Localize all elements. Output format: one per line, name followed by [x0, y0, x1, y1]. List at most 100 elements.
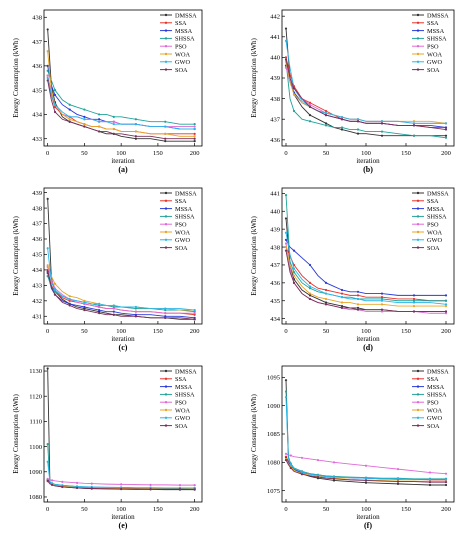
data-point [50, 483, 54, 486]
y-tick-label: 434 [32, 267, 43, 274]
data-point [412, 297, 416, 301]
data-point [149, 483, 152, 486]
legend-label: SSA [175, 20, 187, 27]
data-point [300, 456, 304, 459]
y-tick-label: 439 [270, 75, 280, 82]
legend-marker [416, 238, 420, 241]
chart-panel-c: 0 50 100 150 200 431 432 433 434 435 436 437 438 439 i… [12, 187, 203, 352]
data-point [316, 475, 320, 479]
data-point [292, 274, 296, 277]
data-point [193, 312, 196, 315]
legend-marker [416, 408, 420, 412]
data-point [53, 103, 57, 106]
legend-label: SSA [175, 198, 187, 205]
legend-marker [164, 424, 168, 427]
data-point [292, 271, 296, 274]
legend-marker [164, 191, 168, 195]
data-point [83, 123, 86, 126]
data-point [193, 313, 196, 316]
panel-label: (a) [118, 165, 128, 174]
data-point [412, 305, 416, 308]
data-point [308, 285, 312, 288]
data-point [412, 299, 416, 302]
data-point [46, 79, 49, 82]
data-point [53, 93, 57, 97]
data-point [134, 315, 137, 318]
legend-marker [164, 416, 168, 419]
data-point [428, 481, 432, 484]
data-point [193, 310, 196, 313]
data-point [68, 103, 71, 106]
data-point [112, 313, 115, 316]
data-point [324, 109, 328, 113]
data-point [332, 477, 336, 480]
data-point [356, 308, 360, 311]
data-point [380, 296, 384, 299]
data-point [380, 134, 384, 137]
data-point [112, 120, 115, 123]
chart-panel-e: 0 50 100 150 200 1080 1090 1100 1110 1120 1130 iter… [12, 365, 203, 530]
data-point [164, 308, 167, 312]
y-tick-label: 436 [32, 236, 43, 243]
y-tick-label: 435 [270, 298, 280, 305]
data-point [46, 270, 49, 273]
y-tick-label: 1100 [29, 444, 42, 451]
data-point [340, 118, 344, 121]
x-tick-label: 200 [441, 328, 451, 335]
legend-label: MSSA [427, 206, 445, 213]
data-point [120, 487, 123, 491]
legend-label: WOA [175, 51, 190, 58]
legend-marker [416, 369, 420, 373]
data-point [46, 367, 49, 370]
y-tick-label: 433 [32, 283, 42, 290]
data-point [284, 39, 288, 43]
legend-label: MSSA [175, 28, 193, 35]
data-point [284, 249, 288, 252]
chart-panel-a: 0 50 100 150 200 433 434 435 436 437 438 iteration E… [12, 9, 203, 174]
legend-label: DMSSA [427, 190, 449, 197]
data-point [300, 473, 304, 476]
data-point [396, 482, 400, 485]
data-point [193, 137, 196, 140]
legend-label: SHSSA [175, 392, 195, 399]
data-point [46, 50, 49, 53]
legend-marker [416, 29, 420, 32]
data-point [412, 301, 416, 304]
y-tick-label: 1095 [267, 375, 280, 382]
legend-marker [416, 45, 420, 48]
y-tick-label: 1075 [267, 488, 280, 495]
data-point [324, 281, 328, 284]
x-tick-label: 50 [81, 150, 88, 157]
data-point [50, 482, 54, 485]
legend-marker [164, 393, 168, 396]
y-tick-label: 441 [270, 191, 280, 198]
data-point [444, 126, 448, 129]
data-point [53, 293, 57, 296]
data-point [164, 315, 167, 318]
series-line-shssa [285, 391, 446, 480]
data-point [134, 123, 137, 126]
data-point [46, 247, 49, 250]
data-point [324, 303, 328, 306]
legend-marker [416, 60, 420, 63]
x-tick-label: 100 [116, 328, 126, 335]
data-point [68, 299, 71, 302]
data-point [83, 308, 86, 312]
x-axis-label: iteration [111, 335, 135, 343]
y-tick-label: 1090 [29, 469, 42, 476]
legend-marker [416, 424, 420, 427]
legend-label: SHSSA [427, 392, 447, 399]
data-point [134, 305, 137, 309]
legend-label: GWO [427, 237, 442, 244]
legend-label: SOA [427, 67, 440, 74]
y-tick-label: 431 [32, 313, 42, 320]
x-tick-label: 150 [153, 506, 163, 513]
data-point [112, 127, 115, 131]
y-tick-label: 1130 [29, 368, 42, 375]
data-point [340, 305, 344, 308]
legend-label: GWO [427, 415, 442, 422]
series-line-woa [285, 458, 446, 483]
data-point [53, 282, 57, 285]
legend-label: GWO [427, 59, 442, 66]
